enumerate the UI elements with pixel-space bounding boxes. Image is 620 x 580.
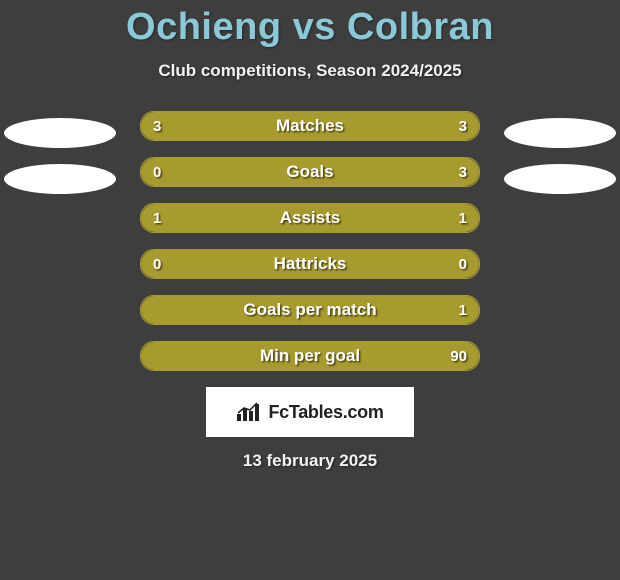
logo-text: FcTables.com: [268, 402, 383, 423]
stat-row: 11Assists: [140, 203, 480, 233]
stat-row: 90Min per goal: [140, 341, 480, 371]
bar-fill-right: [202, 158, 479, 186]
barchart-icon: [236, 402, 262, 422]
bar-fill-left: [141, 296, 310, 324]
player-left-avatar: [4, 118, 116, 148]
bars-container: 33Matches 03Goals 11Assists 00Hattricks 1Goa…: [140, 111, 480, 371]
comparison-chart: 33Matches 03Goals 11Assists 00Hattricks 1Goa…: [0, 111, 620, 371]
bar-fill-right: [310, 112, 479, 140]
fctables-logo: FcTables.com: [206, 387, 414, 437]
player-right-avatar: [504, 164, 616, 194]
stat-row: 03Goals: [140, 157, 480, 187]
date-text: 13 february 2025: [0, 451, 620, 471]
stat-row: 00Hattricks: [140, 249, 480, 279]
bar-fill-right: [310, 296, 479, 324]
bar-fill-left: [141, 204, 310, 232]
page-title: Ochieng vs Colbran: [0, 0, 620, 49]
stat-row: 1Goals per match: [140, 295, 480, 325]
subtitle: Club competitions, Season 2024/2025: [0, 61, 620, 81]
bar-fill-left: [141, 158, 202, 186]
bar-fill-left: [141, 342, 310, 370]
bar-fill-left: [141, 250, 310, 278]
player-right-avatar: [504, 118, 616, 148]
bar-fill-right: [310, 342, 479, 370]
bar-fill-left: [141, 112, 310, 140]
player-left-avatar: [4, 164, 116, 194]
stat-row: 33Matches: [140, 111, 480, 141]
bar-fill-right: [310, 204, 479, 232]
bar-fill-right: [310, 250, 479, 278]
